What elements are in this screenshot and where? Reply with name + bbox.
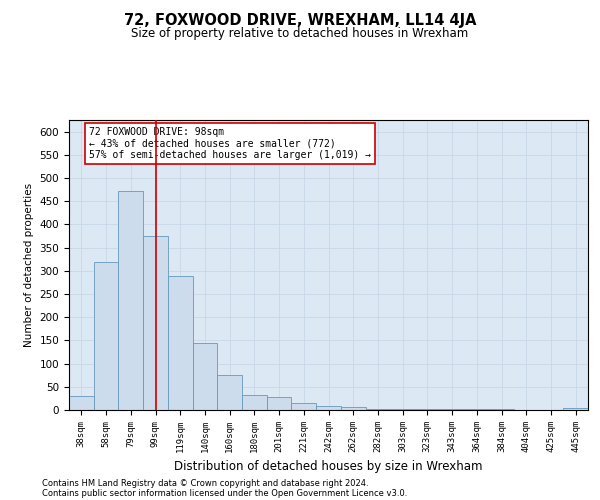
- Bar: [242, 394, 267, 410]
- Bar: [143, 236, 168, 410]
- Bar: [489, 408, 514, 410]
- Bar: [94, 262, 118, 410]
- Text: 72 FOXWOOD DRIVE: 98sqm
← 43% of detached houses are smaller (772)
57% of semi-d: 72 FOXWOOD DRIVE: 98sqm ← 43% of detache…: [89, 127, 371, 160]
- Bar: [69, 396, 94, 410]
- Text: 72, FOXWOOD DRIVE, WREXHAM, LL14 4JA: 72, FOXWOOD DRIVE, WREXHAM, LL14 4JA: [124, 12, 476, 28]
- Bar: [267, 396, 292, 410]
- Text: Size of property relative to detached houses in Wrexham: Size of property relative to detached ho…: [131, 28, 469, 40]
- Bar: [464, 408, 489, 410]
- Y-axis label: Number of detached properties: Number of detached properties: [24, 183, 34, 347]
- Text: Contains HM Land Registry data © Crown copyright and database right 2024.: Contains HM Land Registry data © Crown c…: [42, 478, 368, 488]
- Bar: [217, 374, 242, 410]
- Bar: [316, 406, 341, 410]
- Text: Contains public sector information licensed under the Open Government Licence v3: Contains public sector information licen…: [42, 488, 407, 498]
- X-axis label: Distribution of detached houses by size in Wrexham: Distribution of detached houses by size …: [174, 460, 483, 473]
- Bar: [193, 343, 217, 410]
- Bar: [415, 408, 440, 410]
- Bar: [365, 408, 390, 410]
- Bar: [168, 276, 193, 410]
- Bar: [118, 191, 143, 410]
- Bar: [563, 408, 588, 410]
- Bar: [390, 408, 415, 410]
- Bar: [341, 407, 365, 410]
- Bar: [292, 403, 316, 410]
- Bar: [440, 408, 464, 410]
